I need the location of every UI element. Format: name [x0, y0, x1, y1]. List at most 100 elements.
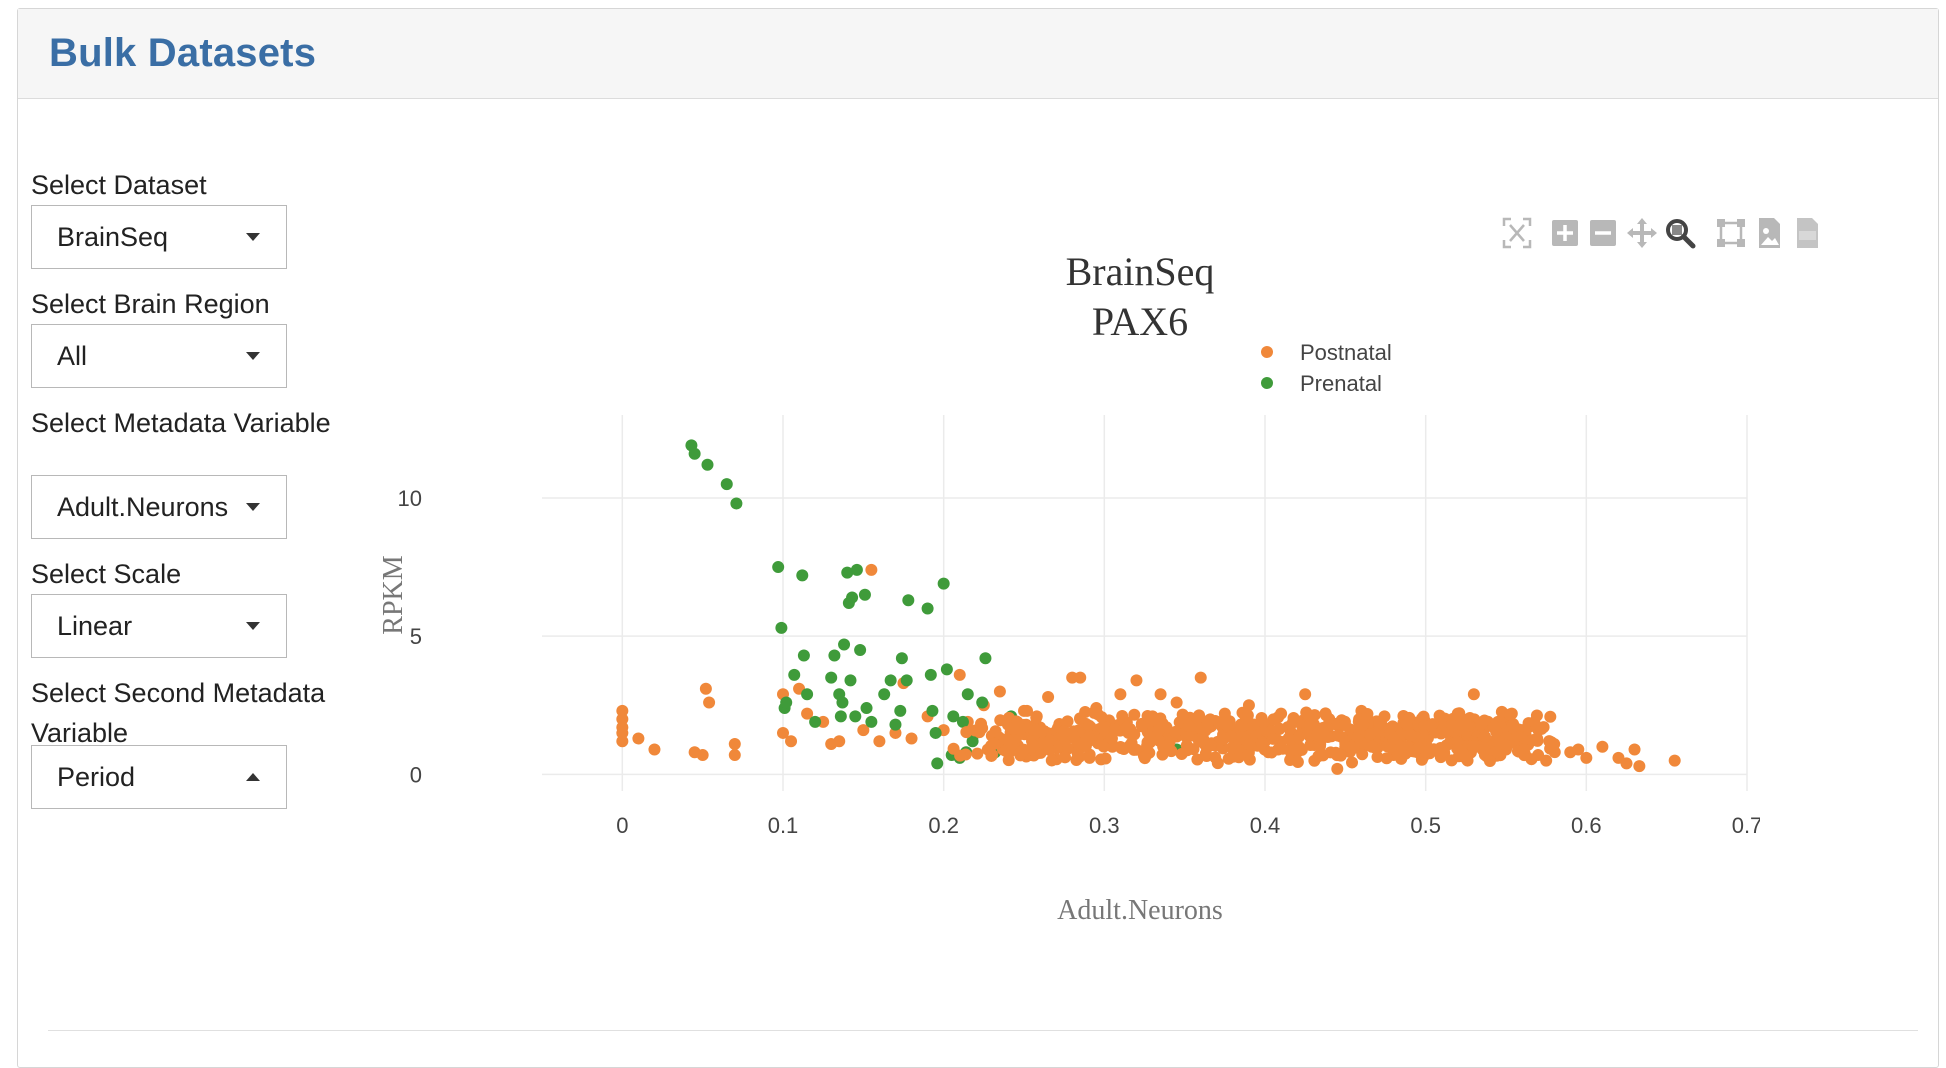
postnatal-point: [1506, 721, 1519, 734]
postnatal-point: [1194, 671, 1207, 684]
chevron-down-icon: [246, 233, 260, 241]
postnatal-point: [1181, 744, 1194, 757]
prenatal-point: [780, 696, 793, 709]
chart-title: BrainSeq: [1066, 250, 1215, 294]
postnatal-point: [1320, 709, 1333, 722]
prenatal-point: [825, 671, 838, 684]
postnatal-point: [1116, 710, 1129, 723]
y-tick-label: 5: [410, 624, 422, 649]
postnatal-point: [1478, 714, 1491, 727]
scale-select-value: Linear: [57, 610, 133, 641]
x-axis-label: Adult.Neurons: [1057, 895, 1223, 926]
postnatal-point: [1331, 762, 1344, 775]
postnatal-point: [1217, 717, 1230, 730]
x-tick-label: 0.2: [928, 813, 959, 838]
postnatal-point: [1030, 710, 1043, 723]
postnatal-point: [1479, 730, 1492, 743]
prenatal-point: [894, 704, 907, 717]
prenatal-point: [929, 726, 942, 739]
postnatal-point: [1365, 740, 1378, 753]
postnatal-point: [865, 563, 878, 576]
brain-region-label: Select Brain Region: [31, 289, 270, 319]
postnatal-point: [1503, 708, 1516, 721]
postnatal-point: [1511, 730, 1524, 743]
postnatal-point: [1135, 720, 1148, 733]
postnatal-point: [1356, 748, 1369, 761]
chart-subtitle: PAX6: [1092, 299, 1188, 344]
postnatal-point: [1531, 734, 1544, 747]
prenatal-point: [854, 644, 867, 656]
pan-button[interactable]: [1625, 215, 1659, 251]
prenatal-point: [797, 649, 810, 662]
postnatal-point: [616, 726, 629, 739]
brain-region-select-value: All: [57, 340, 88, 371]
prenatal-point: [921, 602, 934, 615]
second-metadata-variable-select[interactable]: Period: [31, 745, 287, 809]
postnatal-point: [1329, 746, 1342, 759]
zoom-button[interactable]: [1663, 215, 1697, 251]
postnatal-point: [1162, 738, 1175, 751]
postnatal-point: [1044, 734, 1057, 747]
postnatal-point: [1633, 760, 1646, 773]
postnatal-point: [1007, 722, 1020, 735]
postnatal-point: [703, 696, 716, 709]
postnatal-point: [1154, 688, 1167, 701]
prenatal-point: [979, 652, 992, 665]
brain-region-select[interactable]: All: [31, 324, 287, 388]
download-csv-icon: [1797, 218, 1818, 248]
metadata-variable-select[interactable]: Adult.Neurons: [31, 475, 287, 539]
x-tick-label: 0.3: [1089, 813, 1120, 838]
second-metadata-variable-label: Select Second Metadata Variable: [31, 678, 326, 748]
x-tick-label: 0.7: [1732, 813, 1760, 838]
postnatal-point: [1493, 737, 1506, 750]
box-select-button[interactable]: [1714, 215, 1748, 251]
postnatal-point: [1434, 741, 1447, 754]
download-csv-button[interactable]: [1790, 215, 1824, 251]
prenatal-point: [889, 718, 902, 731]
postnatal-point: [1176, 708, 1189, 721]
postnatal-point: [1373, 716, 1386, 729]
prenatal-point: [834, 710, 847, 723]
prenatal-point: [878, 688, 891, 701]
prenatal-point: [844, 674, 857, 687]
autoscale-button[interactable]: [1500, 215, 1534, 251]
postnatal-point: [1596, 740, 1609, 753]
scatter-chart: 0 0.1 0.2 0.3 0.4 0.5 0.6 0.7 0 5 10 BrainSeq PAX6 Ad…: [380, 250, 1760, 926]
chevron-down-icon: [246, 503, 260, 511]
prenatal-point: [801, 688, 814, 701]
scale-select[interactable]: Linear: [31, 594, 287, 658]
postnatal-point: [873, 735, 886, 748]
panel-header: Bulk Datasets: [18, 9, 1938, 99]
prenatal-point: [796, 569, 809, 582]
dataset-select[interactable]: BrainSeq: [31, 205, 287, 269]
postnatal-point: [1356, 718, 1369, 731]
postnatal-point: [988, 737, 1001, 750]
postnatal-point: [1105, 732, 1118, 745]
postnatal-point: [1074, 671, 1087, 684]
download-image-button[interactable]: [1752, 215, 1786, 251]
download-image-icon: [1759, 218, 1780, 248]
zoom-icon: [1666, 219, 1696, 249]
legend-label-postnatal: Postnatal: [1300, 340, 1392, 365]
zoom-out-button[interactable]: [1586, 215, 1620, 251]
postnatal-point: [785, 735, 798, 748]
zoom-in-button[interactable]: [1548, 215, 1582, 251]
postnatal-point: [1467, 740, 1480, 753]
postnatal-point: [1115, 742, 1128, 755]
postnatal-point: [960, 726, 973, 739]
postnatal-point: [993, 685, 1006, 698]
postnatal-point: [1273, 722, 1286, 735]
postnatal-point: [1108, 723, 1121, 736]
postnatal-point: [1287, 711, 1300, 724]
bulk-datasets-panel: Bulk Datasets: [17, 8, 1939, 1068]
postnatal-point: [1095, 711, 1108, 724]
prenatal-point: [730, 497, 743, 510]
prenatal-point: [841, 566, 854, 579]
postnatal-point: [1215, 733, 1228, 746]
prenatal-point: [809, 715, 822, 728]
prenatal-point: [850, 563, 863, 576]
postnatal-point: [1030, 724, 1043, 737]
postnatal-point: [1483, 755, 1496, 768]
postnatal-point: [1387, 732, 1400, 745]
postnatal-point: [1332, 729, 1345, 742]
